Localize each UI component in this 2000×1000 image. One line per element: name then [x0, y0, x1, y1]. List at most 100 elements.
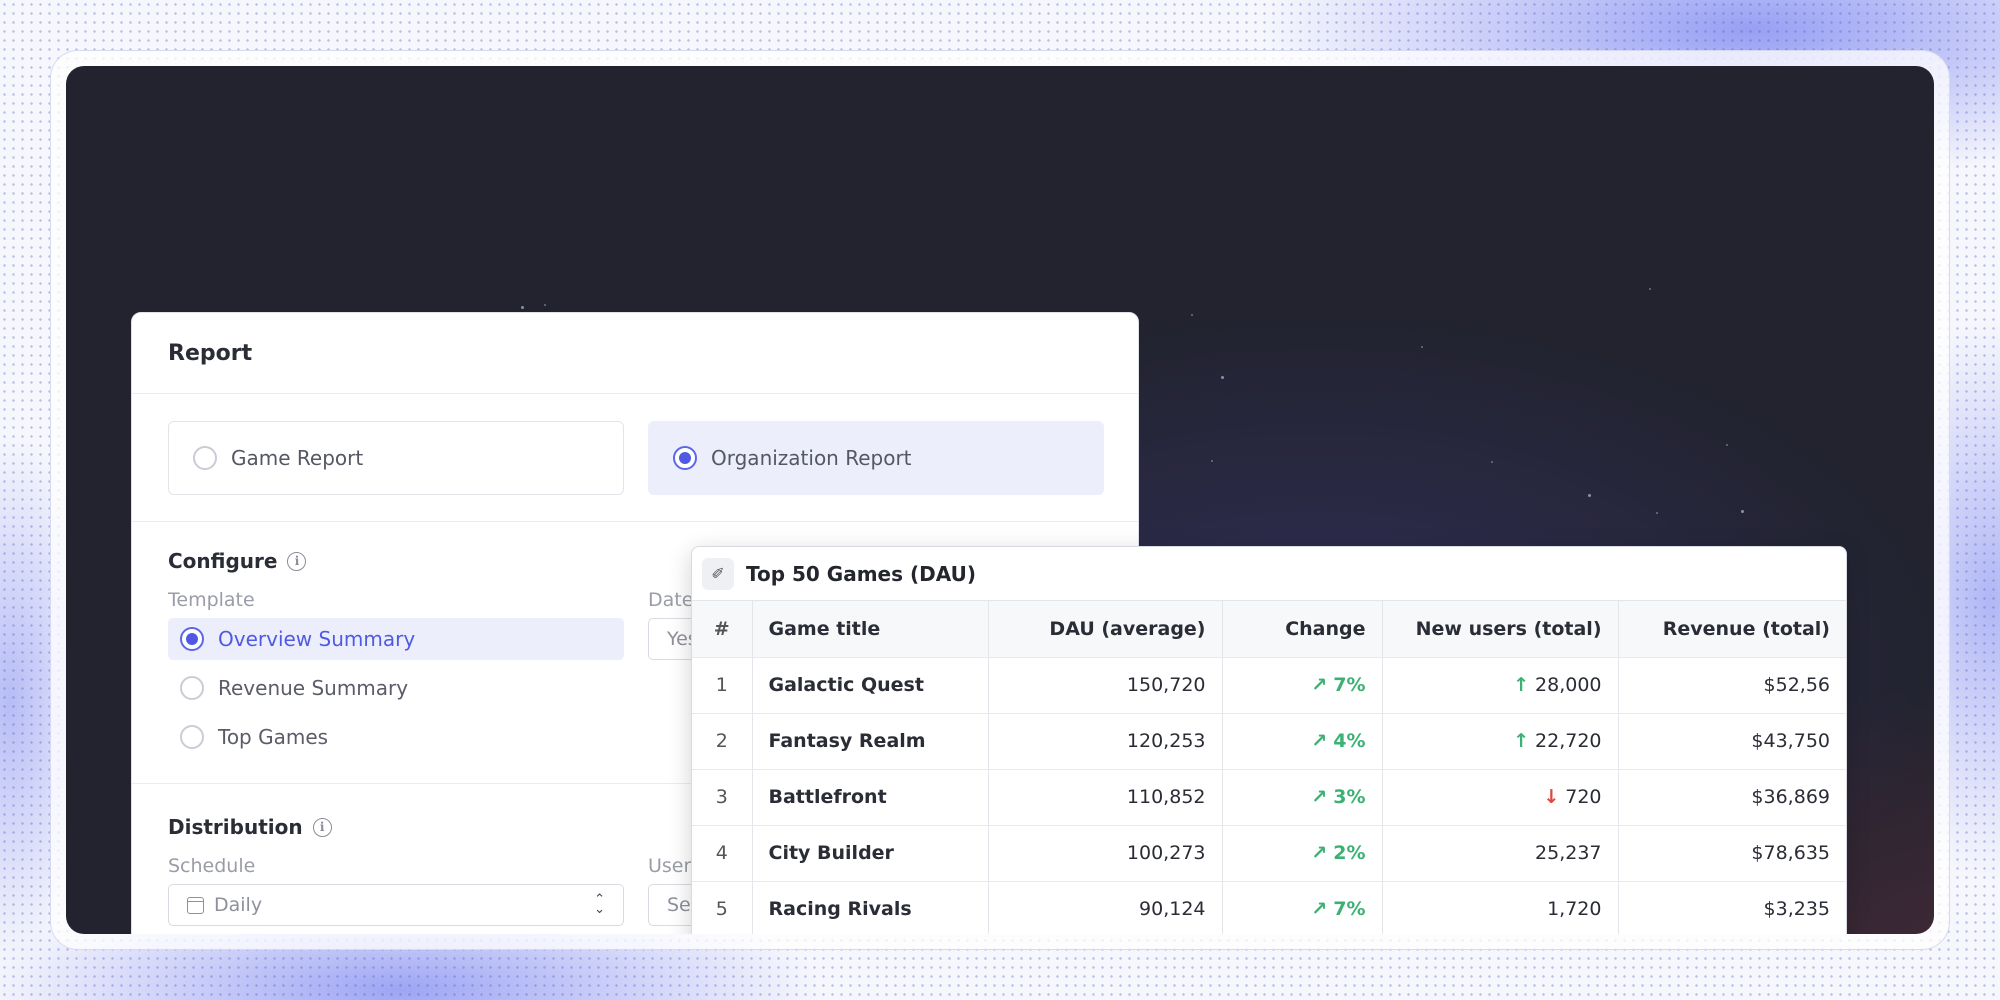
- schedule-select[interactable]: Daily ⌃ ⌄: [168, 884, 624, 926]
- radio-icon[interactable]: [180, 676, 204, 700]
- template-label: Template: [168, 589, 255, 611]
- new-users-cell: 25,237: [1382, 825, 1619, 882]
- rank-cell: 5: [692, 881, 753, 934]
- date-label: Date: [648, 589, 694, 611]
- trend-up-icon: ↗: [1311, 786, 1328, 808]
- dau-cell: 110,852: [988, 769, 1223, 826]
- table-row[interactable]: 3 Battlefront 110,852 ↗ 3% ↓ 720 $36,869: [692, 769, 1846, 826]
- new-users-value: 1,720: [1547, 898, 1602, 920]
- template-label-overview: Overview Summary: [218, 627, 416, 651]
- divider: [132, 521, 1138, 522]
- template-option-overview[interactable]: Overview Summary: [168, 618, 624, 660]
- report-title: Report: [168, 341, 253, 366]
- trend-up-icon: ↗: [1311, 898, 1328, 920]
- new-users-value: 25,237: [1535, 842, 1602, 864]
- users-value: Se: [667, 894, 691, 916]
- rank-cell: 1: [692, 657, 753, 714]
- game-title-cell: City Builder: [752, 825, 989, 882]
- game-report-option[interactable]: Game Report: [168, 421, 624, 495]
- game-title-cell: Fantasy Realm: [752, 713, 989, 770]
- distribution-heading: Distribution i: [168, 815, 332, 839]
- star: [1491, 461, 1493, 463]
- hero-scene: Report Game Report Organization Report C…: [66, 66, 1934, 934]
- new-users-cell: ↑ 22,720: [1382, 713, 1619, 770]
- arrow-up-icon: ↑: [1513, 730, 1530, 752]
- star: [521, 306, 524, 309]
- revenue-cell: $3,235: [1618, 881, 1846, 934]
- trend-up-icon: ↗: [1311, 842, 1328, 864]
- schedule-label: Schedule: [168, 855, 256, 877]
- configure-heading: Configure i: [168, 549, 307, 573]
- revenue-cell: $52,56: [1618, 657, 1846, 714]
- star: [1741, 510, 1744, 513]
- column-header-change[interactable]: Change: [1222, 601, 1383, 658]
- table-header-row: # Game title DAU (average) Change New us…: [692, 601, 1846, 658]
- star: [1656, 512, 1658, 514]
- game-title-cell: Galactic Quest: [752, 657, 989, 714]
- column-header-rank[interactable]: #: [692, 601, 753, 658]
- radio-icon[interactable]: [193, 446, 217, 470]
- arrow-down-icon: ↓: [1543, 786, 1560, 808]
- schedule-value: Daily: [214, 894, 263, 916]
- new-users-value: 28,000: [1535, 674, 1602, 696]
- radio-icon[interactable]: [180, 725, 204, 749]
- revenue-cell: $78,635: [1618, 825, 1846, 882]
- column-header-new-users[interactable]: New users (total): [1382, 601, 1619, 658]
- rank-cell: 4: [692, 825, 753, 882]
- template-label-revenue: Revenue Summary: [218, 676, 409, 700]
- info-icon[interactable]: i: [287, 551, 307, 571]
- change-cell: ↗ 7%: [1222, 657, 1383, 714]
- calendar-icon: [187, 896, 204, 914]
- star: [1221, 376, 1224, 379]
- table-row[interactable]: 1 Galactic Quest 150,720 ↗ 7% ↑ 28,000 $52,56: [692, 657, 1846, 714]
- star: [544, 304, 546, 306]
- template-option-revenue[interactable]: Revenue Summary: [168, 667, 624, 709]
- top-games-header: ✐ Top 50 Games (DAU): [692, 547, 1846, 601]
- chevron-up-down-icon: ⌃ ⌄: [594, 892, 605, 917]
- change-cell: ↗ 7%: [1222, 881, 1383, 934]
- table-row[interactable]: 4 City Builder 100,273 ↗ 2% 25,237 $78,635: [692, 825, 1846, 882]
- new-users-cell: ↑ 28,000: [1382, 657, 1619, 714]
- revenue-cell: $36,869: [1618, 769, 1846, 826]
- top-games-title: Top 50 Games (DAU): [746, 561, 976, 586]
- radio-selected-icon[interactable]: [180, 627, 204, 651]
- change-value: 4%: [1333, 730, 1366, 752]
- users-label: User: [648, 855, 692, 877]
- change-cell: ↗ 4%: [1222, 713, 1383, 770]
- info-icon[interactable]: i: [312, 817, 332, 837]
- star: [1421, 346, 1423, 348]
- date-value: Yes: [667, 628, 698, 650]
- ticket-icon: ✐: [702, 557, 734, 590]
- change-value: 7%: [1333, 898, 1366, 920]
- divider: [132, 393, 1138, 394]
- template-option-top-games[interactable]: Top Games: [168, 716, 624, 758]
- arrow-up-icon: ↑: [1513, 674, 1530, 696]
- rank-cell: 2: [692, 713, 753, 770]
- configure-title: Configure: [168, 549, 278, 573]
- top-games-table: # Game title DAU (average) Change New us…: [692, 601, 1846, 934]
- game-title-cell: Racing Rivals: [752, 881, 989, 934]
- radio-selected-icon[interactable]: [673, 446, 697, 470]
- divider: [132, 783, 1138, 784]
- table-row[interactable]: 2 Fantasy Realm 120,253 ↗ 4% ↑ 22,720 $43,750: [692, 713, 1846, 770]
- column-header-revenue[interactable]: Revenue (total): [1618, 601, 1846, 658]
- column-header-title[interactable]: Game title: [752, 601, 989, 658]
- top-games-card: ✐ Top 50 Games (DAU) # Game title DAU (a…: [691, 546, 1847, 934]
- change-cell: ↗ 3%: [1222, 769, 1383, 826]
- organization-report-option[interactable]: Organization Report: [648, 421, 1104, 495]
- column-header-dau[interactable]: DAU (average): [988, 601, 1223, 658]
- change-value: 2%: [1333, 842, 1366, 864]
- new-users-cell: ↓ 720: [1382, 769, 1619, 826]
- star: [1191, 314, 1193, 316]
- table-row[interactable]: 5 Racing Rivals 90,124 ↗ 7% 1,720 $3,235: [692, 881, 1846, 934]
- dau-cell: 120,253: [988, 713, 1223, 770]
- new-users-value: 720: [1565, 786, 1602, 808]
- template-label-top-games: Top Games: [218, 725, 329, 749]
- star: [1726, 444, 1728, 446]
- new-users-cell: 1,720: [1382, 881, 1619, 934]
- dau-cell: 90,124: [988, 881, 1223, 934]
- distribution-title: Distribution: [168, 815, 303, 839]
- game-title-cell: Battlefront: [752, 769, 989, 826]
- rank-cell: 3: [692, 769, 753, 826]
- trend-up-icon: ↗: [1311, 674, 1328, 696]
